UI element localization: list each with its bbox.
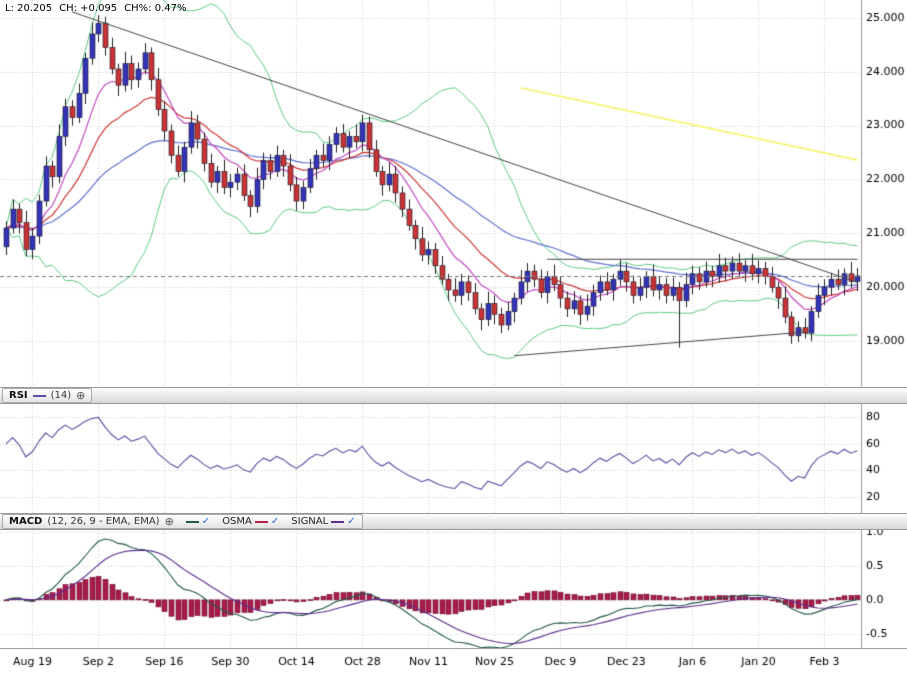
rsi-header-group: RSI (14) ⊕ xyxy=(2,388,93,403)
rsi-line-swatch xyxy=(32,394,46,397)
price-change-percent: CH%: 0.47% xyxy=(124,3,187,14)
price-chart-canvas[interactable] xyxy=(0,0,907,387)
macd-chart-canvas[interactable] xyxy=(0,530,907,648)
osma-swatch xyxy=(254,520,268,523)
macd-settings-icon[interactable]: ⊕ xyxy=(164,515,174,528)
rsi-settings-icon[interactable]: ⊕ xyxy=(76,389,86,402)
signal-legend: SIGNAL ✓ xyxy=(291,516,355,527)
macd-header-group: MACD (12, 26, 9 - EMA, EMA) ⊕ ✓ OSMA ✓ S… xyxy=(2,514,363,529)
osma-label: OSMA xyxy=(222,516,252,527)
last-price: L: 20.205 xyxy=(5,3,53,14)
macd-line-legend: ✓ xyxy=(185,515,211,527)
macd-params: (12, 26, 9 - EMA, EMA) xyxy=(47,516,160,527)
rsi-header: RSI (14) ⊕ xyxy=(0,387,907,404)
price-change: CH: +0.095 xyxy=(59,3,118,14)
signal-label: SIGNAL xyxy=(291,516,329,527)
rsi-chart-canvas[interactable] xyxy=(0,404,907,513)
signal-swatch xyxy=(331,520,345,523)
osma-legend: OSMA ✓ xyxy=(222,516,279,527)
price-info-label: L: 20.205 CH: +0.095 CH%: 0.47% xyxy=(5,3,187,14)
time-axis-canvas xyxy=(0,648,907,674)
macd-line-visibility-checkbox[interactable]: ✓ xyxy=(201,515,211,527)
rsi-params: (14) xyxy=(50,390,72,401)
signal-visibility-checkbox[interactable]: ✓ xyxy=(347,515,356,527)
macd-title: MACD xyxy=(9,516,43,527)
macd-header: MACD (12, 26, 9 - EMA, EMA) ⊕ ✓ OSMA ✓ S… xyxy=(0,513,907,530)
rsi-title: RSI xyxy=(9,390,28,401)
price-chart-panel: L: 20.205 CH: +0.095 CH%: 0.47% xyxy=(0,0,907,387)
osma-visibility-checkbox[interactable]: ✓ xyxy=(270,515,280,527)
macd-line-swatch xyxy=(185,520,199,523)
